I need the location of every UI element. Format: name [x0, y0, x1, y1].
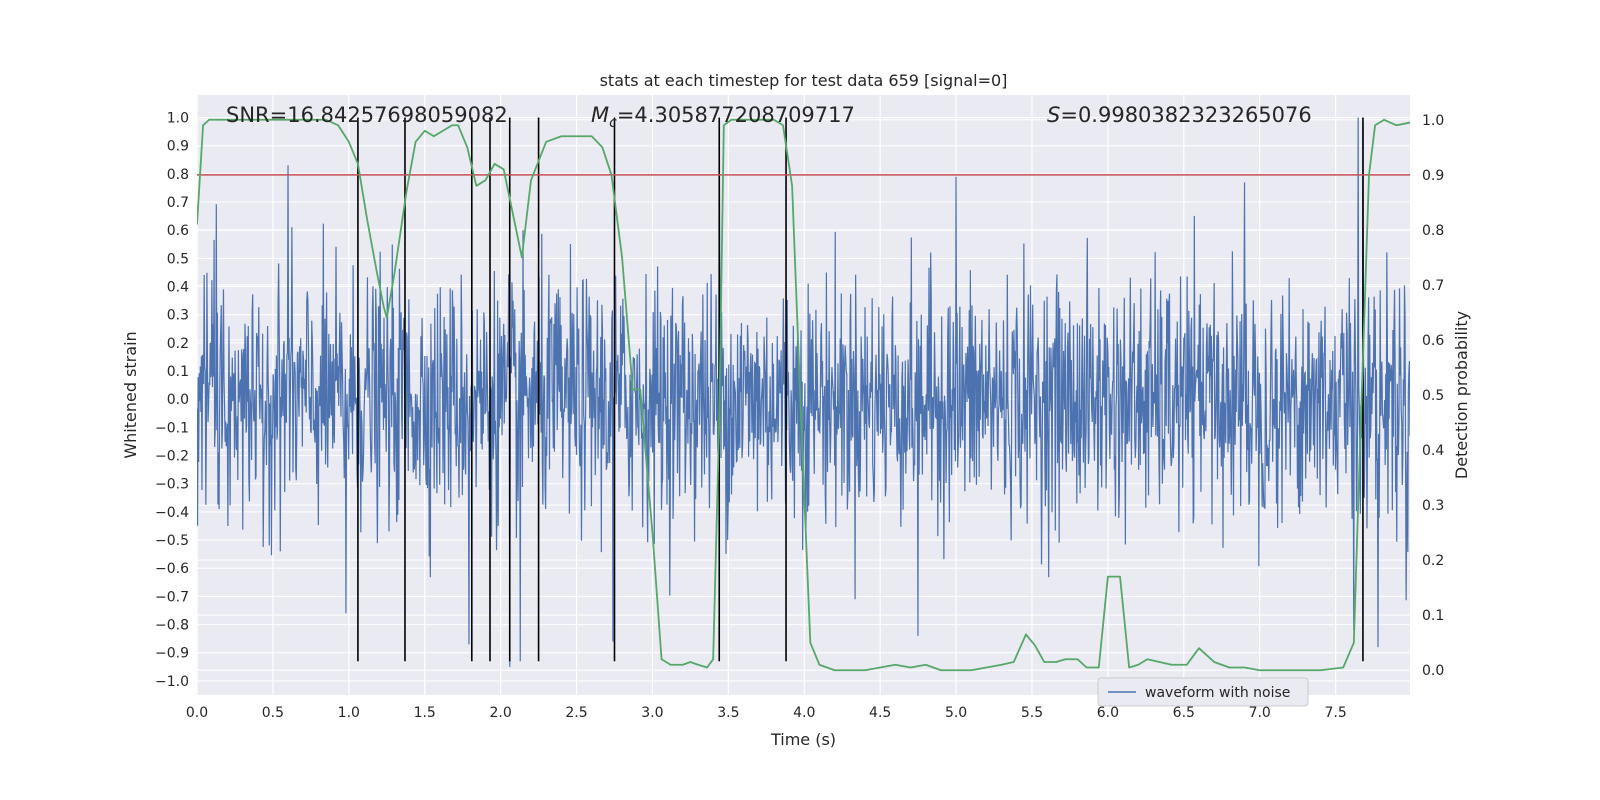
detection-probability-line: [197, 118, 1410, 672]
chirp-mass-subscript: c: [609, 115, 617, 131]
y2-axis-label: Detection probability: [1452, 311, 1471, 479]
y-tick-label-11: −0.1: [155, 420, 189, 436]
y2-tick-label-2: 0.8: [1422, 223, 1444, 239]
x-tick-label-14: 7.0: [1249, 705, 1271, 721]
x-tick-label-12: 6.0: [1097, 705, 1119, 721]
x-tick-label-8: 4.0: [793, 705, 815, 721]
chirp-mass-annotation: Mc=4.305877208709717: [591, 103, 855, 131]
score-annotation: S=0.9980382323265076: [1047, 103, 1312, 127]
x-tick-label-10: 5.0: [945, 705, 967, 721]
y-tick-label-6: 0.4: [167, 280, 189, 296]
legend-box: [1097, 677, 1309, 707]
legend: waveform with noise: [1097, 677, 1309, 707]
y-tick-label-16: −0.6: [155, 561, 189, 577]
y-tick-label-5: 0.5: [167, 251, 189, 267]
chirp-mass-symbol: M: [591, 103, 609, 127]
y-tick-label-2: 0.8: [167, 167, 189, 183]
x-tick-label-11: 5.5: [1021, 705, 1043, 721]
y-tick-label-12: −0.2: [155, 449, 189, 465]
score-symbol: S: [1047, 103, 1060, 127]
y-tick-label-20: −1.0: [155, 674, 189, 690]
y-tick-label-4: 0.6: [167, 223, 189, 239]
y-tick-label-8: 0.2: [167, 336, 189, 352]
y2-tick-label-8: 0.2: [1422, 553, 1444, 569]
y-tick-label-9: 0.1: [167, 364, 189, 380]
y-tick-label-0: 1.0: [167, 111, 189, 127]
waveform-noise-series: [197, 117, 1410, 667]
y-tick-label-18: −0.8: [155, 618, 189, 634]
x-tick-label-1: 0.5: [262, 705, 284, 721]
x-tick-label-5: 2.5: [565, 705, 587, 721]
score-value: =0.9980382323265076: [1060, 103, 1311, 127]
snr-annotation: SNR=16.84257698059082: [226, 103, 508, 127]
x-tick-label-13: 6.5: [1173, 705, 1195, 721]
legend-entry-waveform: waveform with noise: [1145, 685, 1290, 701]
y-tick-label-3: 0.7: [167, 195, 189, 211]
y2-tick-label-0: 1.0: [1422, 113, 1444, 129]
y2-tick-label-10: 0.0: [1422, 663, 1444, 679]
chirp-mass-value: =4.305877208709717: [617, 103, 855, 127]
x-tick-label-15: 7.5: [1324, 705, 1346, 721]
y-tick-label-17: −0.7: [155, 589, 189, 605]
y2-tick-label-5: 0.5: [1422, 388, 1444, 404]
event-vertical-lines: [357, 117, 1364, 662]
y2-tick-label-3: 0.7: [1422, 278, 1444, 294]
axis-ticks: 0.0 0.5 1.0 1.5 2.0 2.5 3.0 3.5 4.0 4.5 5.0 5.5 6.0 6…: [155, 111, 1444, 721]
y2-tick-label-1: 0.9: [1422, 168, 1444, 184]
x-tick-label-3: 1.5: [414, 705, 436, 721]
y-tick-label-19: −0.9: [155, 646, 189, 662]
x-tick-label-7: 3.5: [717, 705, 739, 721]
y-tick-label-14: −0.4: [155, 505, 189, 521]
y2-tick-label-4: 0.6: [1422, 333, 1444, 349]
y2-tick-label-6: 0.4: [1422, 443, 1444, 459]
y-tick-label-7: 0.3: [167, 308, 189, 324]
x-tick-label-4: 2.0: [489, 705, 511, 721]
probability-series: [197, 118, 1410, 672]
y-tick-label-15: −0.5: [155, 533, 189, 549]
y2-tick-label-9: 0.1: [1422, 608, 1444, 624]
x-tick-label-0: 0.0: [186, 705, 208, 721]
chart-title: stats at each timestep for test data 659…: [600, 71, 1008, 90]
y-tick-label-13: −0.3: [155, 477, 189, 493]
x-tick-label-2: 1.0: [338, 705, 360, 721]
waveform-noise-line: [197, 117, 1410, 667]
y-tick-label-10: 0.0: [167, 392, 189, 408]
x-tick-label-9: 4.5: [869, 705, 891, 721]
y-tick-label-1: 0.9: [167, 139, 189, 155]
y2-tick-label-7: 0.3: [1422, 498, 1444, 514]
x-axis-label: Time (s): [770, 730, 836, 749]
x-tick-label-6: 3.0: [641, 705, 663, 721]
y-axis-label: Whitened strain: [121, 331, 140, 458]
